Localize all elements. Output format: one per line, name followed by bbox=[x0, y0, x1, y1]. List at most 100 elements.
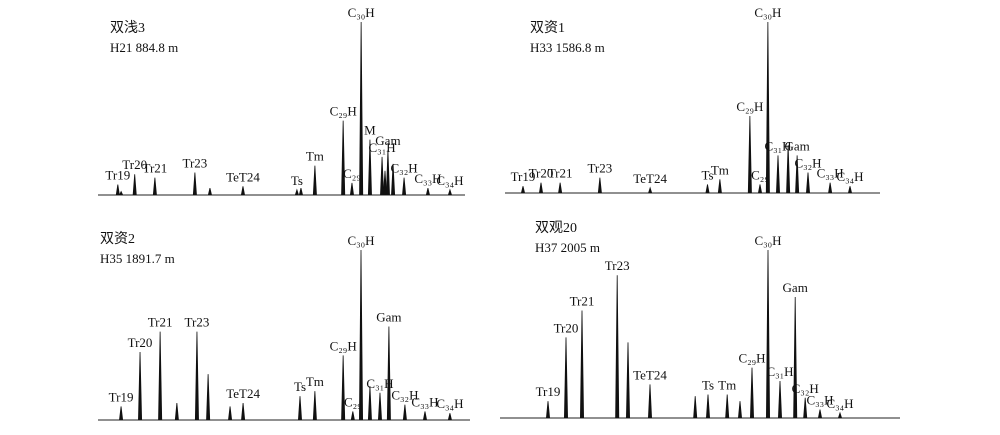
peak-label: Tr20 bbox=[122, 157, 147, 172]
peak bbox=[778, 381, 782, 419]
peak bbox=[174, 402, 179, 421]
peak-label: Tm bbox=[306, 149, 324, 164]
peak bbox=[341, 120, 346, 196]
panel-subtitle: H37 2005 m bbox=[535, 240, 600, 255]
peak-label: C₃₄H bbox=[436, 396, 463, 411]
peak-label: C₃₂H bbox=[792, 381, 819, 396]
peak bbox=[447, 188, 452, 196]
peak bbox=[848, 186, 852, 194]
peak bbox=[119, 406, 124, 421]
peak-label: Tr23 bbox=[185, 315, 210, 330]
peak bbox=[350, 411, 355, 421]
peak-label: C₃₄H bbox=[826, 396, 853, 411]
peak bbox=[241, 402, 246, 421]
panel-title: 双资1 bbox=[530, 20, 565, 36]
peak bbox=[385, 150, 390, 196]
peak-label: Tr21 bbox=[142, 161, 167, 176]
peak-label: C₂₉ bbox=[344, 395, 362, 410]
peak bbox=[228, 406, 233, 421]
peak-label: C₃₃H bbox=[411, 395, 438, 410]
peak bbox=[758, 184, 762, 194]
peak-label: C₃₁H bbox=[366, 376, 393, 391]
peak bbox=[597, 177, 602, 194]
peak bbox=[402, 177, 407, 196]
peak bbox=[615, 275, 620, 419]
peak-label: C₃₄H bbox=[836, 169, 863, 184]
peak bbox=[626, 342, 630, 419]
peak bbox=[158, 331, 163, 421]
peak bbox=[402, 404, 407, 421]
peak bbox=[564, 337, 568, 419]
peak-label: Tm bbox=[711, 162, 729, 177]
peak-label: C₃₀H bbox=[754, 5, 781, 20]
peak bbox=[806, 172, 810, 194]
peak-label: Tr19 bbox=[511, 169, 536, 184]
peak bbox=[380, 156, 385, 196]
panel-subtitle: H33 1586.8 m bbox=[530, 40, 605, 55]
peak bbox=[705, 184, 710, 194]
peak-label: C₃₁H bbox=[766, 364, 793, 379]
peak-label: Tm bbox=[306, 374, 324, 389]
peak-label: C₃₂H bbox=[391, 161, 418, 176]
peak bbox=[367, 385, 372, 421]
peak-label: C₂₉H bbox=[330, 338, 357, 353]
peak bbox=[206, 374, 211, 421]
peak-label: C₂₉ bbox=[343, 166, 361, 181]
peak bbox=[580, 310, 584, 419]
peak-label: TeT24 bbox=[226, 386, 260, 401]
peak bbox=[132, 174, 137, 196]
peak-label: C₃₀H bbox=[754, 233, 781, 248]
peak bbox=[648, 384, 652, 419]
peak bbox=[803, 397, 808, 419]
peak-label: Tr19 bbox=[105, 168, 130, 183]
peak bbox=[793, 297, 798, 419]
peak-label: C₃₂H bbox=[794, 155, 821, 170]
peak-label: C₃₁H bbox=[764, 138, 791, 153]
peak bbox=[558, 182, 563, 194]
peak bbox=[391, 163, 396, 196]
peak-label: Ts bbox=[294, 379, 306, 394]
peak-label: C₃₃H bbox=[817, 166, 844, 181]
panel-title: 双资2 bbox=[100, 231, 135, 247]
peak bbox=[425, 187, 430, 196]
peak-label: Tr20 bbox=[128, 335, 153, 350]
peak-label: M bbox=[364, 123, 376, 138]
peak bbox=[119, 190, 124, 196]
peak-label: C₂₉H bbox=[738, 351, 765, 366]
peak bbox=[776, 155, 780, 194]
peak-label: C₂₉H bbox=[330, 104, 357, 119]
peak bbox=[838, 411, 842, 419]
peak bbox=[747, 116, 752, 194]
peak-label: Gam bbox=[375, 133, 400, 148]
peak bbox=[294, 188, 299, 196]
peak bbox=[152, 177, 157, 196]
peak bbox=[349, 182, 354, 196]
peak bbox=[818, 409, 822, 419]
peak-label: C₃₃H bbox=[414, 171, 441, 186]
peak bbox=[240, 186, 245, 196]
peak bbox=[693, 396, 698, 419]
peak bbox=[539, 182, 543, 194]
peak-label: Tr23 bbox=[587, 161, 612, 176]
peak bbox=[138, 351, 143, 421]
peak bbox=[795, 155, 800, 194]
panel-subtitle: H35 1891.7 m bbox=[100, 251, 175, 266]
peak-label: Gam bbox=[376, 310, 401, 325]
peak-label: TeT24 bbox=[633, 367, 667, 382]
peak bbox=[359, 21, 364, 196]
peak bbox=[750, 367, 754, 419]
peak-label: Tr20 bbox=[529, 166, 554, 181]
peak bbox=[341, 355, 346, 421]
peak-label: Ts bbox=[291, 173, 303, 188]
peak-label: TeT24 bbox=[633, 171, 667, 186]
peak bbox=[706, 394, 710, 419]
peak bbox=[766, 249, 770, 419]
peak bbox=[648, 186, 653, 194]
peak-label: Tr19 bbox=[536, 384, 561, 399]
peak-label: C₂₉ bbox=[751, 167, 769, 182]
peak bbox=[367, 139, 372, 196]
peak bbox=[194, 331, 199, 421]
peak bbox=[717, 179, 722, 194]
panel-title: 双观20 bbox=[535, 220, 577, 236]
peak-label: Tr23 bbox=[605, 258, 630, 273]
